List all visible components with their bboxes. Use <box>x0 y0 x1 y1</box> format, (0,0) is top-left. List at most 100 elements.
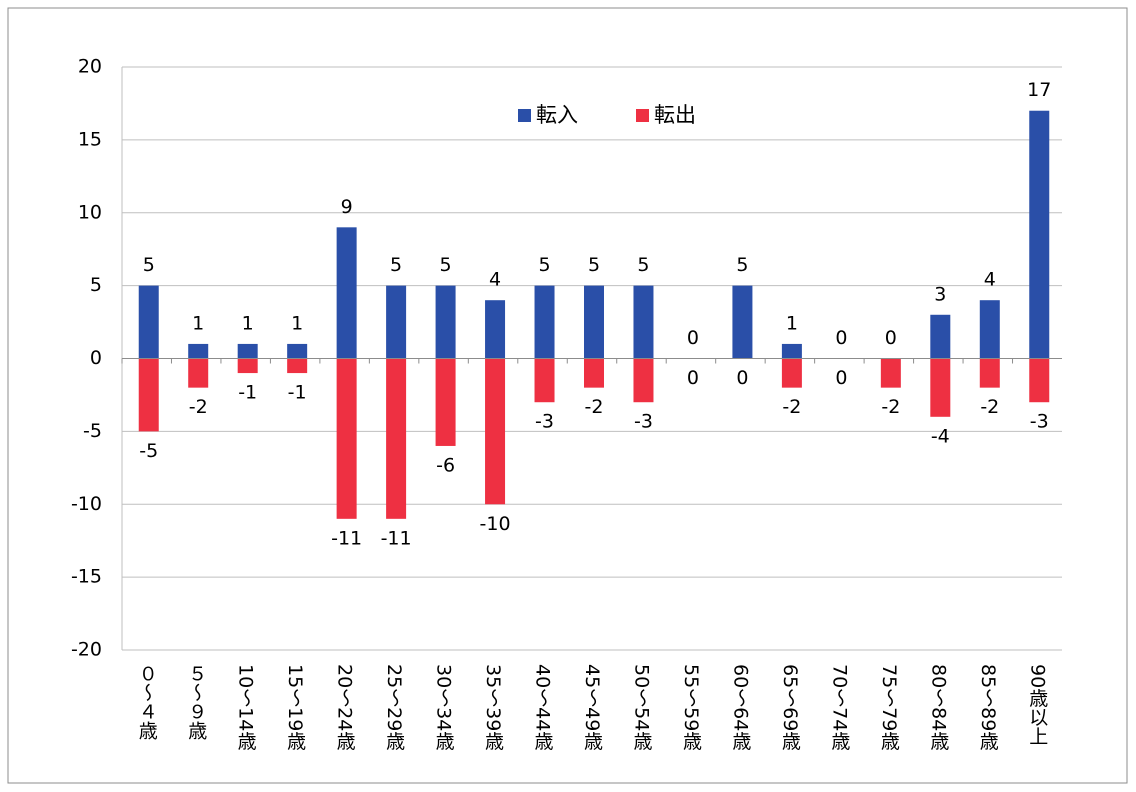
data-label: -1 <box>238 382 257 404</box>
bar <box>237 358 258 374</box>
x-tick-label: 70～74歳 <box>828 664 850 750</box>
data-label: 3 <box>934 283 946 305</box>
data-label: -3 <box>535 411 554 433</box>
data-label: -2 <box>585 396 604 418</box>
bar <box>781 358 802 388</box>
x-tick-label: 20～24歳 <box>334 664 356 750</box>
x-tick-label: 90歳以上 <box>1026 664 1048 745</box>
data-label: -1 <box>288 382 307 404</box>
y-tick-label: 0 <box>90 347 102 369</box>
bar <box>584 285 604 359</box>
y-tick-label: -15 <box>71 566 102 588</box>
data-label: 4 <box>984 269 996 291</box>
bar <box>237 343 258 359</box>
data-label: -11 <box>381 527 412 549</box>
bar <box>1029 110 1050 359</box>
x-tick-label: 65～69歳 <box>779 664 801 750</box>
data-label: 4 <box>489 269 501 291</box>
y-tick-label: 10 <box>78 201 102 223</box>
data-label: 1 <box>786 312 798 334</box>
x-tick-label: 35～39歳 <box>482 664 504 750</box>
y-tick-label: -5 <box>83 420 102 442</box>
y-tick-label: 20 <box>78 56 102 78</box>
data-label: -3 <box>634 411 653 433</box>
bar <box>386 285 407 359</box>
bar <box>138 358 159 432</box>
x-tick-label: 60～64歳 <box>729 664 751 750</box>
x-tick-label: 25～29歳 <box>383 664 405 750</box>
x-tick-label: 75～79歳 <box>878 664 900 750</box>
bar <box>781 343 802 359</box>
bar <box>633 285 654 359</box>
legend-label: 転出 <box>654 103 696 127</box>
bar <box>1029 358 1050 403</box>
data-label: 1 <box>291 312 303 334</box>
legend-label: 転入 <box>536 103 578 127</box>
bar <box>930 314 951 359</box>
bar <box>336 227 357 359</box>
data-label: 5 <box>588 254 600 276</box>
bar <box>732 285 753 359</box>
x-tick-label: 55～59歳 <box>680 664 702 750</box>
bar <box>188 343 209 359</box>
bar <box>534 358 555 403</box>
x-tick-label: 15～19歳 <box>284 664 306 750</box>
bar <box>435 285 456 359</box>
data-label: -6 <box>436 454 455 476</box>
data-label: -10 <box>480 513 511 535</box>
bar <box>386 358 407 519</box>
data-label: 0 <box>835 367 847 389</box>
x-tick-label: 40～44歳 <box>532 664 554 750</box>
x-tick-label: 45～49歳 <box>581 664 603 750</box>
data-label: 5 <box>390 254 402 276</box>
data-label: -2 <box>782 396 801 418</box>
data-label: -2 <box>881 396 900 418</box>
x-tick-label: 10～14歳 <box>235 664 257 750</box>
data-label: -5 <box>139 440 158 462</box>
bar <box>880 358 901 388</box>
data-label: 0 <box>687 367 699 389</box>
x-tick-label: ５～９歳 <box>185 664 207 740</box>
bar <box>336 358 357 519</box>
data-label: 5 <box>538 254 550 276</box>
legend-swatch <box>518 109 531 122</box>
bar <box>979 300 1000 359</box>
data-label: 1 <box>242 312 254 334</box>
data-label: 5 <box>143 254 155 276</box>
y-tick-label: -20 <box>71 639 102 661</box>
y-tick-label: 5 <box>90 274 102 296</box>
x-tick-label: 85～89歳 <box>977 664 999 750</box>
bar <box>485 358 506 505</box>
bar <box>138 285 159 359</box>
x-tick-label: 30～34歳 <box>433 664 455 750</box>
bar <box>287 358 308 374</box>
bar <box>930 358 951 417</box>
data-label: 17 <box>1027 79 1051 101</box>
data-label: -4 <box>931 425 950 447</box>
data-label: 5 <box>637 254 649 276</box>
bar <box>188 358 209 388</box>
bar <box>633 358 654 403</box>
x-tick-label: 50～54歳 <box>630 664 652 750</box>
x-tick-label: ０～４歳 <box>136 664 158 740</box>
bar <box>287 343 308 359</box>
data-label: 0 <box>687 327 699 349</box>
bar <box>979 358 1000 388</box>
data-label: 0 <box>885 327 897 349</box>
data-label: 0 <box>736 367 748 389</box>
legend-swatch <box>636 109 649 122</box>
bar <box>485 300 506 359</box>
data-label: -2 <box>189 396 208 418</box>
data-label: 1 <box>192 312 204 334</box>
bar <box>534 285 555 359</box>
x-tick-label: 80～84歳 <box>927 664 949 750</box>
data-label: -3 <box>1030 411 1049 433</box>
data-label: 9 <box>341 196 353 218</box>
data-label: 0 <box>835 327 847 349</box>
data-label: -2 <box>980 396 999 418</box>
data-label: 5 <box>440 254 452 276</box>
bar <box>435 358 456 446</box>
y-tick-label: 15 <box>78 128 102 150</box>
data-label: 5 <box>736 254 748 276</box>
